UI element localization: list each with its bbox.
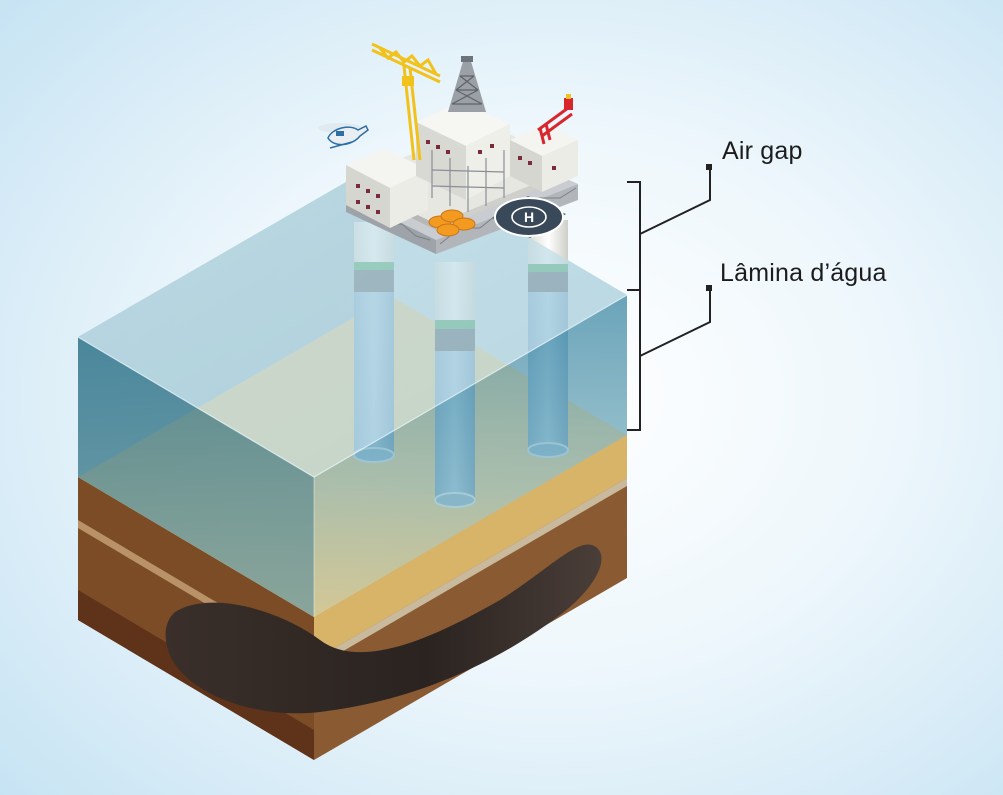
- air-gap-leader: [639, 168, 711, 235]
- water-depth-leader: [639, 290, 711, 357]
- water-surface: [78, 156, 627, 477]
- oil-reservoir: [165, 544, 602, 714]
- drilling-derrick: [448, 56, 486, 112]
- water-left-face: [78, 337, 314, 617]
- helipad: H: [492, 196, 566, 238]
- dimension-brackets: [627, 168, 711, 431]
- crane-red: [537, 106, 573, 145]
- air-gap-label: Air gap: [722, 137, 803, 165]
- water-depth-bracket: [627, 290, 641, 431]
- module-center: [416, 102, 510, 212]
- water-volume: [77, 156, 628, 617]
- helicopter-icon: [318, 123, 369, 149]
- storage-tanks: [428, 209, 476, 237]
- water-depth-label: Lâmina d’água: [720, 259, 887, 287]
- soil-right-band-light: [314, 478, 627, 668]
- module-left: [346, 148, 428, 228]
- air-gap-bracket: [627, 181, 641, 291]
- helipad-marking: H: [524, 209, 534, 225]
- soil-right-upper-sand: [314, 435, 627, 660]
- platform-deck: H: [345, 42, 578, 254]
- water-right-face: [314, 295, 627, 617]
